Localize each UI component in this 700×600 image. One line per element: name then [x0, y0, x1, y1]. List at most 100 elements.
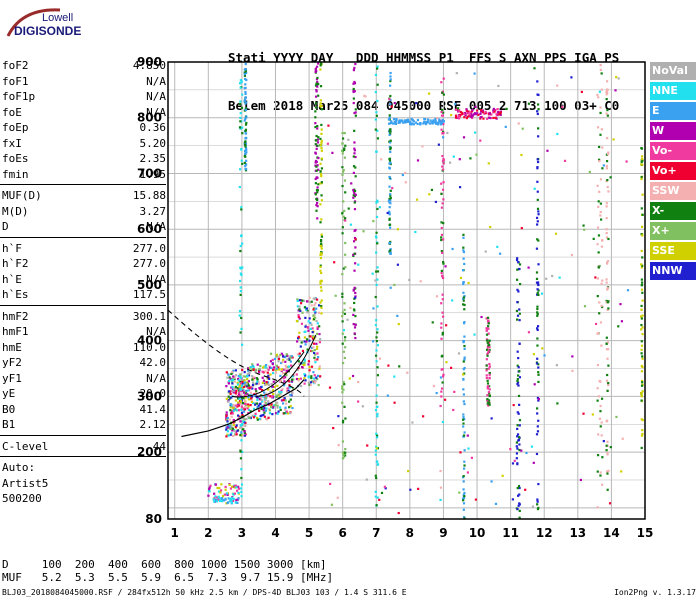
echo-point [600, 218, 603, 221]
echo-point [441, 276, 445, 280]
echo-point [244, 68, 248, 71]
echo-point [605, 444, 608, 447]
echo-point [315, 201, 319, 205]
echo-point [597, 251, 600, 254]
echo-point [375, 360, 378, 363]
echo-point [516, 508, 519, 511]
echo-point [398, 120, 401, 123]
echo-point [316, 127, 319, 130]
echo-point [488, 403, 491, 406]
echo-point [606, 288, 609, 291]
echo-point [479, 117, 482, 120]
echo-point [240, 495, 243, 498]
echo-point [269, 352, 273, 355]
echo-point [245, 418, 248, 421]
echo-point [428, 193, 431, 196]
echo-point [237, 485, 240, 488]
echo-point [599, 178, 603, 181]
echo-point [354, 262, 357, 265]
echo-point [328, 386, 332, 389]
echo-point [599, 425, 602, 428]
echo-point [239, 100, 242, 103]
echo-point [269, 373, 272, 376]
echo-point [249, 416, 252, 420]
echo-point [301, 311, 304, 314]
echo-point [462, 502, 466, 505]
echo-point [341, 315, 344, 318]
x-tick-label: 13 [569, 526, 586, 540]
echo-point [442, 93, 445, 96]
echo-point [352, 171, 355, 175]
echo-point [362, 230, 365, 233]
echo-point [320, 238, 323, 242]
echo-point [284, 399, 287, 402]
echo-point [344, 241, 347, 245]
echo-point [609, 176, 612, 179]
echo-point [605, 379, 609, 382]
echo-point [279, 353, 282, 357]
echo-point [463, 320, 466, 324]
echo-point [485, 369, 488, 372]
echo-point [474, 105, 477, 109]
echo-point [353, 80, 356, 84]
echo-point [277, 357, 281, 361]
echo-point [427, 118, 430, 121]
echo-point [606, 389, 609, 392]
echo-point [266, 382, 269, 385]
echo-point [596, 93, 599, 96]
echo-point [486, 353, 489, 356]
echo-point [640, 399, 643, 402]
echo-point [606, 91, 609, 94]
echo-point [316, 326, 319, 329]
echo-point [465, 117, 468, 120]
echo-point [462, 236, 465, 239]
echo-point [318, 332, 321, 336]
echo-points [207, 62, 644, 520]
echo-point [256, 380, 259, 383]
echo-point [490, 417, 493, 420]
echo-point [319, 240, 323, 243]
echo-point [315, 176, 318, 179]
echo-point [532, 353, 536, 356]
echo-point [310, 304, 313, 307]
echo-point [591, 413, 594, 416]
echo-point [254, 370, 257, 373]
echo-point [394, 122, 398, 126]
echo-point [423, 120, 426, 124]
echo-point [477, 113, 480, 116]
echo-point [352, 68, 356, 72]
echo-point [352, 155, 355, 158]
legend: NoVal NNE E W Vo- Vo+ SSW X- X+ SSE NNW [650, 62, 696, 282]
param-name: h`E [2, 272, 22, 286]
echo-point [343, 356, 346, 360]
echo-point [224, 488, 227, 491]
echo-point [600, 282, 603, 285]
echo-point [414, 121, 418, 124]
echo-point [599, 106, 602, 109]
echo-point [303, 359, 306, 362]
echo-point [605, 281, 608, 284]
echo-point [207, 494, 210, 497]
echo-point [318, 367, 321, 370]
echo-point [283, 380, 286, 383]
echo-point [388, 210, 391, 213]
echo-point [414, 230, 417, 234]
echo-point [440, 387, 444, 390]
echo-point [315, 82, 318, 85]
echo-point [452, 408, 455, 412]
echo-point [541, 347, 544, 350]
echo-point [393, 101, 396, 105]
echo-point [431, 321, 434, 324]
echo-point [536, 305, 539, 308]
echo-point [599, 214, 602, 217]
echo-point [231, 412, 234, 415]
echo-point [375, 405, 379, 409]
echo-point [536, 430, 540, 433]
echo-point [229, 427, 232, 431]
echo-point [344, 336, 347, 339]
echo-point [237, 497, 240, 500]
echo-point [428, 122, 432, 125]
echo-point [232, 499, 235, 503]
echo-point [285, 353, 288, 356]
echo-point [513, 459, 516, 462]
